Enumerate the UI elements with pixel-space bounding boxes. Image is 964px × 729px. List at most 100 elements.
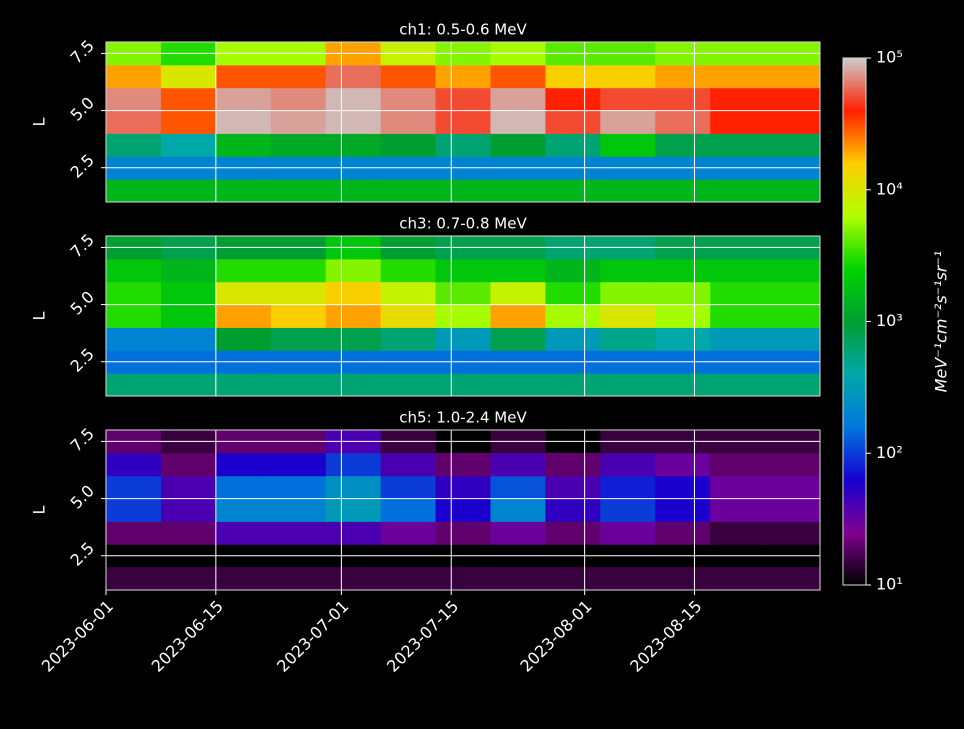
heatmap-cell: [545, 567, 600, 590]
heatmap-cell: [765, 259, 820, 282]
heatmap-cell: [381, 327, 436, 350]
x-tick-label: 2023-06-15: [148, 597, 227, 676]
heatmap-cell: [490, 476, 545, 499]
heatmap-cell: [710, 476, 765, 499]
heatmap-cell: [271, 373, 326, 396]
heatmap-cell: [271, 133, 326, 156]
heatmap-cell: [381, 453, 436, 476]
heatmap-cell: [600, 133, 655, 156]
heatmap-cell: [490, 453, 545, 476]
heatmap-cell: [381, 65, 436, 88]
heatmap-cell: [326, 453, 381, 476]
heatmap-cell: [600, 567, 655, 590]
heatmap-cell: [655, 111, 710, 134]
heatmap-cell: [545, 259, 600, 282]
heatmap-cell: [655, 259, 710, 282]
heatmap-cell: [490, 65, 545, 88]
heatmap-cell: [216, 327, 271, 350]
heatmap-cell: [765, 179, 820, 202]
heatmap-cell: [161, 521, 216, 544]
heatmap-cell: [436, 259, 491, 282]
x-tick-label: 2023-07-15: [383, 597, 462, 676]
y-tick-label: 7.5: [66, 36, 97, 67]
y-tick-label: 7.5: [66, 230, 97, 261]
heatmap-cell: [381, 373, 436, 396]
heatmap-cell: [710, 179, 765, 202]
heatmap-cell: [216, 282, 271, 305]
y-tick-label: 5.0: [66, 481, 97, 512]
heatmap-cell: [106, 476, 161, 499]
heatmap-cell: [216, 567, 271, 590]
heatmap-cell: [545, 453, 600, 476]
heatmap-cell: [545, 499, 600, 522]
heatmap-cell: [161, 305, 216, 328]
heatmap-cell: [655, 133, 710, 156]
heatmap-cell: [600, 327, 655, 350]
heatmap-cell: [326, 476, 381, 499]
heatmap-cell: [436, 305, 491, 328]
heatmap-cell: [216, 476, 271, 499]
x-tick-label: 2023-08-15: [626, 597, 705, 676]
x-tick-label: 2023-07-01: [273, 597, 352, 676]
heatmap-cell: [655, 476, 710, 499]
heatmap-cell: [655, 567, 710, 590]
heatmap-cell: [216, 305, 271, 328]
heatmap-cell: [710, 111, 765, 134]
heatmap-cell: [161, 453, 216, 476]
heatmap-cell: [436, 453, 491, 476]
heatmap-cell: [600, 373, 655, 396]
heatmap-cell: [490, 305, 545, 328]
heatmap-cell: [545, 373, 600, 396]
heatmap-cell: [381, 88, 436, 111]
heatmap-cell: [106, 88, 161, 111]
heatmap-cell: [216, 179, 271, 202]
heatmap-cell: [765, 567, 820, 590]
heatmap-cell: [106, 453, 161, 476]
heatmap-cell: [655, 453, 710, 476]
heatmap-cell: [436, 65, 491, 88]
heatmap-cell: [161, 476, 216, 499]
heatmap-cell: [436, 521, 491, 544]
heatmap-cell: [436, 282, 491, 305]
heatmap-cell: [271, 327, 326, 350]
heatmap-cell: [161, 65, 216, 88]
y-tick-label: 2.5: [66, 344, 97, 375]
heatmap-cell: [326, 111, 381, 134]
heatmap-cell: [710, 305, 765, 328]
heatmap-cell: [545, 476, 600, 499]
y-axis-label: L: [30, 311, 49, 320]
heatmap-cell: [765, 305, 820, 328]
panel-title: ch3: 0.7-0.8 MeV: [399, 215, 527, 233]
heatmap-cell: [271, 453, 326, 476]
heatmap-cell: [710, 453, 765, 476]
heatmap-cell: [436, 373, 491, 396]
heatmap-cell: [765, 476, 820, 499]
heatmap-cell: [161, 88, 216, 111]
heatmap-cell: [600, 476, 655, 499]
heatmap-cell: [271, 179, 326, 202]
heatmap-cell: [271, 521, 326, 544]
heatmap-cell: [216, 88, 271, 111]
heatmap-cell: [655, 88, 710, 111]
heatmap-cell: [490, 373, 545, 396]
heatmap-cell: [216, 373, 271, 396]
heatmap-cell: [161, 567, 216, 590]
heatmap-cell: [765, 111, 820, 134]
heatmap-cell: [436, 133, 491, 156]
heatmap-cell: [490, 133, 545, 156]
heatmap-cell: [271, 88, 326, 111]
heatmap-cell: [710, 373, 765, 396]
heatmap-cell: [600, 499, 655, 522]
heatmap-cell: [765, 65, 820, 88]
heatmap-cell: [216, 65, 271, 88]
heatmap-cell: [271, 259, 326, 282]
colorbar-tick-label: 10²: [876, 443, 903, 462]
panel: 2.55.07.5ch3: 0.7-0.8 MeVL: [30, 215, 821, 397]
heatmap-cell: [490, 282, 545, 305]
heatmap-cell: [326, 282, 381, 305]
y-tick-label: 2.5: [66, 150, 97, 181]
heatmap-cell: [381, 499, 436, 522]
heatmap-cell: [600, 521, 655, 544]
heatmap-cell: [655, 179, 710, 202]
colorbar: [843, 58, 866, 585]
